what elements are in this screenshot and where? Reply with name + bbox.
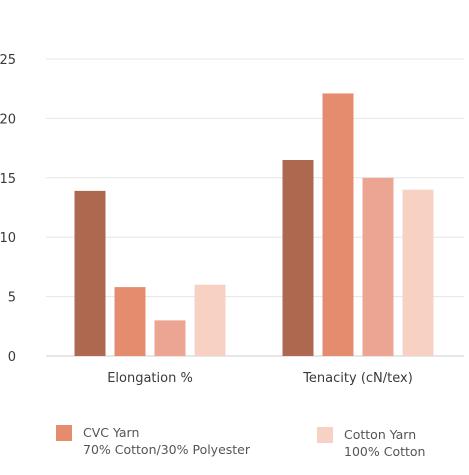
bar (363, 178, 394, 356)
x-category-label: Elongation % (107, 371, 193, 386)
bar (155, 320, 186, 356)
x-category-label: Tenacity (cN/tex) (302, 371, 413, 386)
bar (195, 285, 226, 356)
legend-label-cotton-yarn: Cotton Yarn 100% Cotton (344, 426, 425, 460)
legend-swatch-cvc-yarn (56, 425, 72, 441)
legend-swatch-cotton-yarn (317, 427, 333, 443)
y-tick-label: 15 (0, 172, 16, 187)
legend-label-line-1: CVC Yarn (83, 424, 250, 441)
legend-item-cvc-yarn: CVC Yarn 70% Cotton/30% Polyester (56, 424, 250, 458)
legend-item-cotton-yarn: Cotton Yarn 100% Cotton (317, 426, 425, 460)
legend-label-cvc-yarn: CVC Yarn 70% Cotton/30% Polyester (83, 424, 250, 458)
bar (115, 287, 146, 356)
bar (283, 160, 314, 356)
y-tick-label: 20 (0, 112, 16, 127)
y-tick-label: 10 (0, 231, 16, 246)
bar (323, 93, 354, 356)
y-tick-label: 5 (8, 291, 16, 306)
legend-label-line-1: Cotton Yarn (344, 426, 425, 443)
y-tick-label: 0 (8, 350, 16, 365)
bar (75, 191, 106, 356)
legend-label-line-2: 70% Cotton/30% Polyester (83, 441, 250, 458)
legend-label-line-2: 100% Cotton (344, 443, 425, 460)
y-tick-label: 25 (0, 53, 16, 68)
bar (403, 190, 434, 356)
